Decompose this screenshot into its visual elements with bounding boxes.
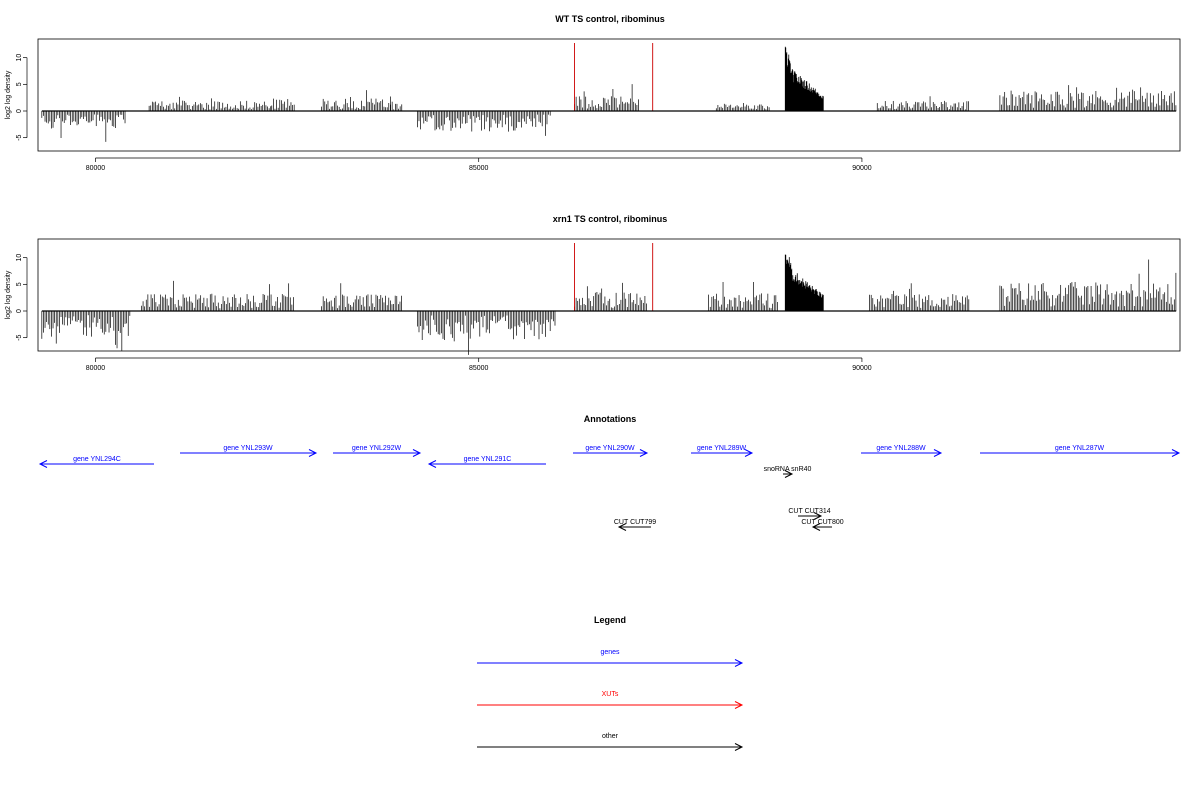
xrn1-density-bars	[41, 254, 1177, 355]
xrn1-plot-frame	[37, 238, 1181, 352]
annotation-label: gene YNL293W	[223, 445, 273, 452]
annotation-feature: gene YNL289W	[691, 445, 754, 457]
legend-label: XUTs	[602, 691, 619, 698]
annotation-feature: gene YNL287W	[980, 445, 1181, 457]
annotation-feature: gene YNL290W	[573, 445, 649, 457]
annotation-label: gene YNL292W	[352, 445, 402, 452]
annotation-label: gene YNL291C	[464, 456, 512, 463]
annotation-feature: CUT CUT314	[788, 508, 831, 520]
annotation-feature: gene YNL292W	[333, 445, 422, 457]
wt-panel-title: WT TS control, ribominus	[555, 14, 665, 24]
y-tick-label: -5	[16, 134, 23, 140]
annotation-arrow-head	[308, 449, 318, 457]
annotation-label: snoRNA snR40	[764, 466, 812, 473]
y-tick-label: 0	[16, 109, 23, 113]
legend-label: other	[602, 733, 619, 740]
wt-density-bars	[41, 46, 1177, 142]
xrn1-x-ticks: 80000 85000 90000	[86, 357, 872, 372]
x-tick-label: 80000	[86, 165, 106, 172]
annotations-title: Annotations	[584, 414, 637, 424]
y-tick-label: 5	[16, 82, 23, 86]
annotation-label: gene YNL289W	[697, 445, 747, 452]
annotation-arrow-head	[744, 449, 754, 457]
legend-arrow-head	[734, 701, 744, 709]
xrn1-xut-markers	[574, 243, 654, 311]
annotation-label: CUT CUT799	[614, 519, 656, 526]
xrn1-density-panel: xrn1 TS control, ribominus log2 log dens…	[5, 214, 1181, 372]
y-tick-label: 5	[16, 282, 23, 286]
annotation-feature: gene YNL293W	[180, 445, 318, 457]
annotation-feature: CUT CUT799	[614, 519, 656, 531]
y-tick-label: 10	[16, 54, 23, 62]
annotation-feature: CUT CUT800	[801, 519, 844, 531]
annotation-arrow-head	[811, 523, 821, 531]
annotation-feature: gene YNL288W	[861, 445, 943, 457]
xrn1-y-axis-label: log2 log density	[5, 270, 12, 319]
annotation-label: gene YNL287W	[1055, 445, 1105, 452]
legend-label: genes	[600, 649, 620, 656]
annotation-feature: snoRNA snR40	[764, 466, 812, 478]
wt-density-panel: WT TS control, ribominus log2 log densit…	[5, 14, 1181, 172]
legend-arrow-head	[734, 743, 744, 751]
wt-y-axis-label: log2 log density	[5, 70, 12, 119]
annotation-arrow-head	[412, 449, 422, 457]
annotation-label: gene YNL294C	[73, 456, 121, 463]
annotation-arrow-head	[639, 449, 649, 457]
annotation-label: CUT CUT800	[801, 519, 843, 526]
y-tick-label: 0	[16, 309, 23, 313]
legend-title: Legend	[594, 615, 626, 625]
legend-arrow-head	[734, 659, 744, 667]
annotation-feature: gene YNL291C	[427, 456, 546, 468]
annotation-label: gene YNL290W	[585, 445, 635, 452]
annotation-arrow-head	[784, 470, 794, 478]
annotation-arrow-head	[1171, 449, 1181, 457]
annotation-arrow-head	[813, 512, 823, 520]
annotation-features: gene YNL294C gene YNL293W gene YNL292W gene…	[38, 445, 1181, 531]
x-tick-label: 85000	[469, 165, 489, 172]
annotation-arrow-head	[933, 449, 943, 457]
annotation-label: CUT CUT314	[788, 508, 830, 515]
x-tick-label: 80000	[86, 365, 106, 372]
annotation-label: gene YNL288W	[876, 445, 926, 452]
legend: Legend genes XUTs other	[477, 615, 744, 751]
xrn1-panel-title: xrn1 TS control, ribominus	[553, 214, 668, 224]
wt-x-ticks: 80000 85000 90000	[86, 157, 872, 172]
x-tick-label: 90000	[852, 165, 872, 172]
y-tick-label: 10	[16, 254, 23, 262]
wt-y-ticks: -5 0 5 10	[16, 54, 28, 141]
x-tick-label: 85000	[469, 365, 489, 372]
xrn1-y-ticks: -5 0 5 10	[16, 254, 28, 341]
annotation-arrow-head	[38, 460, 48, 468]
legend-item-gene: genes	[477, 649, 744, 667]
wt-xut-markers	[574, 43, 654, 111]
y-tick-label: -5	[16, 334, 23, 340]
annotation-arrow-head	[617, 523, 627, 531]
wt-plot-frame	[37, 38, 1181, 152]
legend-items: genes XUTs other	[477, 649, 744, 751]
annotation-arrow-head	[427, 460, 437, 468]
legend-item-other: other	[477, 733, 744, 751]
legend-item-xut: XUTs	[477, 691, 744, 709]
x-tick-label: 90000	[852, 365, 872, 372]
annotation-feature: gene YNL294C	[38, 456, 154, 468]
